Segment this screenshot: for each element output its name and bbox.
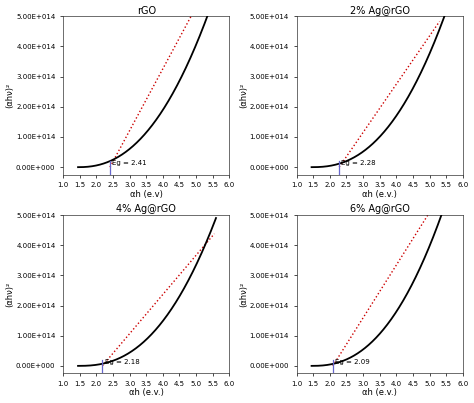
Text: Eg = 2.28: Eg = 2.28 [341,160,376,166]
X-axis label: αh (e.v): αh (e.v) [130,190,163,199]
Title: 6% Ag@rGO: 6% Ag@rGO [350,204,410,214]
X-axis label: αh (e.v.): αh (e.v.) [362,388,397,397]
Title: 2% Ag@rGO: 2% Ag@rGO [350,6,410,16]
Y-axis label: (αhν)²: (αhν)² [239,282,248,307]
Title: rGO: rGO [137,6,156,16]
X-axis label: αh (e.v.): αh (e.v.) [129,388,164,397]
Y-axis label: (αhν)²: (αhν)² [6,282,15,307]
Text: Eg = 2.41: Eg = 2.41 [112,160,147,166]
Title: 4% Ag@rGO: 4% Ag@rGO [116,204,176,214]
Text: Eg = 2.18: Eg = 2.18 [105,359,139,365]
X-axis label: αh (e.v.): αh (e.v.) [362,190,397,199]
Text: Eg = 2.09: Eg = 2.09 [335,359,370,365]
Y-axis label: (αhν)²: (αhν)² [239,83,248,108]
Y-axis label: (αhν)²: (αhν)² [6,83,15,108]
